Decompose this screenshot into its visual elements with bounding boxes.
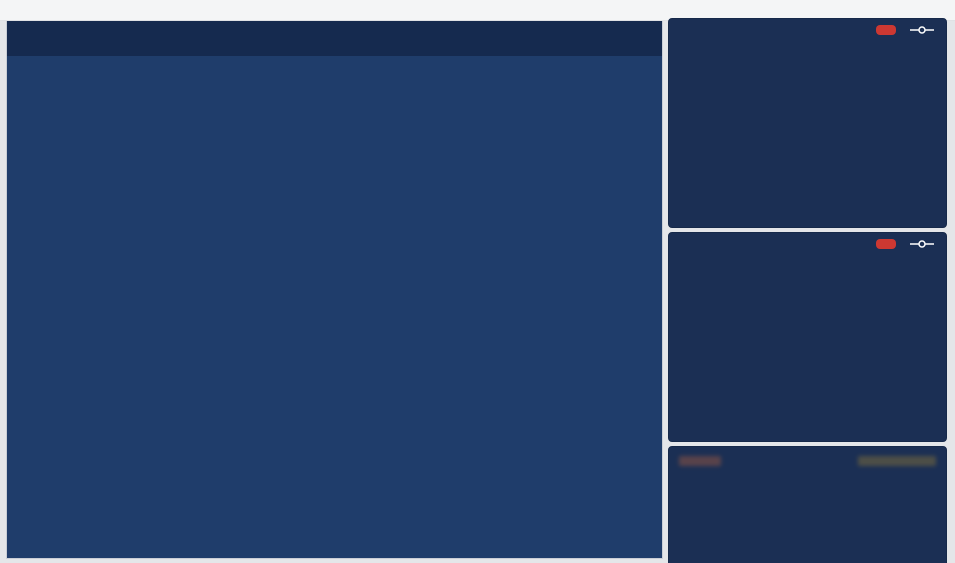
bar-line-chart bbox=[677, 38, 938, 196]
topbar bbox=[0, 0, 955, 21]
line-swatch-icon bbox=[910, 240, 934, 248]
legend-sales[interactable] bbox=[876, 25, 900, 35]
chart-card-pig-sales bbox=[668, 18, 947, 228]
bar-swatch-icon bbox=[876, 25, 896, 35]
redacted-right-axis-label bbox=[858, 456, 936, 466]
chart-legend bbox=[876, 239, 938, 249]
table-header-row bbox=[7, 21, 662, 56]
chart-panel-column bbox=[668, 18, 947, 563]
chart-card-mortality bbox=[668, 446, 947, 563]
legend-price[interactable] bbox=[910, 25, 938, 35]
report-table bbox=[6, 21, 663, 559]
legend-sales[interactable] bbox=[876, 239, 900, 249]
redacted-left-axis-label bbox=[679, 456, 721, 466]
chart-card-cull-sales bbox=[668, 232, 947, 442]
table-body bbox=[7, 56, 662, 558]
multi-line-chart bbox=[677, 466, 938, 563]
chart-legend bbox=[876, 25, 938, 35]
axis-labels bbox=[679, 456, 936, 466]
bar-line-chart bbox=[677, 252, 938, 410]
legend-price[interactable] bbox=[910, 239, 938, 249]
bar-swatch-icon bbox=[876, 239, 896, 249]
line-swatch-icon bbox=[910, 26, 934, 34]
